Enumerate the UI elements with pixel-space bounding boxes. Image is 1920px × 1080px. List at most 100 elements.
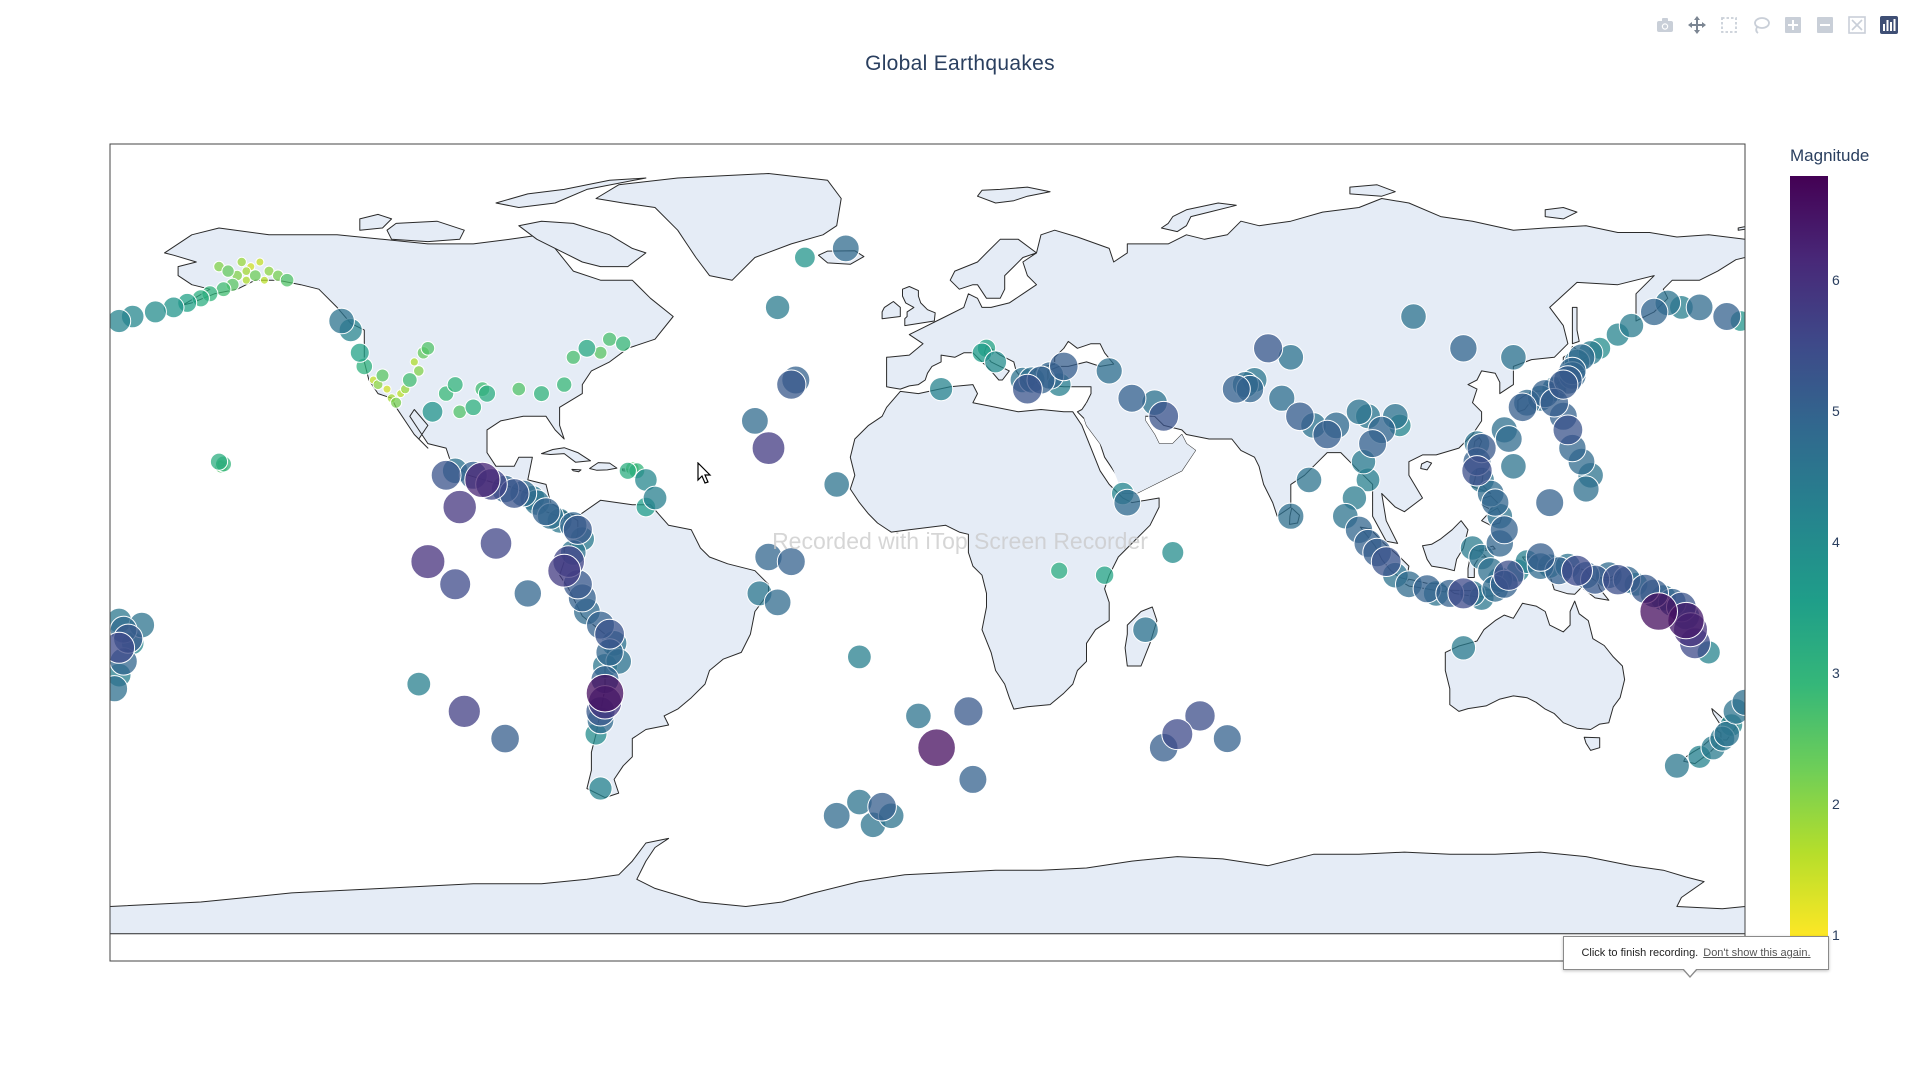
earthquake-marker[interactable] (447, 694, 481, 729)
earthquake-marker[interactable] (413, 365, 425, 377)
earthquake-marker[interactable] (764, 294, 791, 321)
earthquake-marker[interactable] (1295, 466, 1323, 494)
earthquake-marker[interactable] (556, 376, 573, 393)
reset-view-icon[interactable] (1844, 12, 1870, 38)
earthquake-marker[interactable] (479, 527, 513, 560)
lasso-select-icon[interactable] (1748, 12, 1774, 38)
earthquake-marker[interactable] (1221, 374, 1251, 404)
earthquake-marker[interactable] (1572, 475, 1600, 503)
earthquake-marker[interactable] (349, 342, 370, 363)
earthquake-marker[interactable] (547, 553, 582, 588)
earthquake-marker[interactable] (1312, 419, 1342, 450)
earthquake-marker[interactable] (1370, 546, 1402, 577)
earthquake-marker[interactable] (1450, 635, 1477, 661)
earthquake-marker[interactable] (1712, 302, 1742, 331)
earthquake-marker[interactable] (905, 702, 932, 730)
camera-icon[interactable] (1652, 12, 1678, 38)
earthquake-marker[interactable] (1602, 564, 1634, 596)
earthquake-marker[interactable] (929, 377, 954, 402)
earthquake-marker[interactable] (406, 671, 432, 697)
earthquake-marker[interactable] (221, 264, 235, 278)
zoom-out-icon[interactable] (1812, 12, 1838, 38)
earthquake-marker[interactable] (236, 256, 247, 268)
earthquake-marker[interactable] (1663, 752, 1690, 779)
earthquake-marker[interactable] (1094, 565, 1115, 585)
earthquake-marker[interactable] (1277, 502, 1305, 530)
earthquake-marker[interactable] (776, 547, 806, 577)
earthquake-marker[interactable] (763, 588, 792, 617)
earthquake-marker[interactable] (409, 357, 419, 367)
earthquake-marker[interactable] (1212, 724, 1242, 754)
earthquake-marker[interactable] (1117, 383, 1147, 413)
earthquake-marker[interactable] (430, 459, 462, 491)
earthquake-marker[interactable] (1685, 293, 1714, 322)
earthquake-marker[interactable] (328, 307, 355, 335)
earthquake-marker[interactable] (279, 272, 295, 288)
earthquake-marker[interactable] (1184, 700, 1216, 732)
earthquake-marker[interactable] (1285, 401, 1315, 432)
earthquake-marker[interactable] (741, 407, 769, 435)
earthquake-marker[interactable] (1449, 334, 1478, 363)
earthquake-marker[interactable] (594, 618, 625, 650)
earthquake-marker[interactable] (917, 728, 956, 768)
earthquake-marker[interactable] (108, 308, 132, 334)
earthquake-marker[interactable] (1268, 384, 1296, 412)
earthquake-marker[interactable] (104, 631, 136, 664)
earthquake-marker[interactable] (822, 801, 851, 830)
earthquake-marker[interactable] (1161, 541, 1185, 564)
earthquake-marker[interactable] (248, 269, 262, 283)
plotly-logo-icon[interactable] (1876, 12, 1902, 38)
earthquake-marker[interactable] (464, 461, 501, 498)
earthquake-marker[interactable] (1148, 400, 1180, 432)
earthquake-marker[interactable] (831, 234, 860, 263)
earthquake-marker[interactable] (442, 489, 477, 525)
earthquake-marker[interactable] (1713, 720, 1741, 748)
earthquake-marker[interactable] (1461, 455, 1493, 487)
earthquake-marker[interactable] (847, 644, 872, 670)
pan-icon[interactable] (1684, 12, 1710, 38)
earthquake-marker[interactable] (446, 376, 464, 394)
earthquake-marker[interactable] (565, 349, 581, 365)
earthquake-marker[interactable] (401, 372, 418, 388)
earthquake-marker[interactable] (615, 335, 632, 352)
earthquake-marker[interactable] (984, 350, 1008, 374)
earthquake-marker[interactable] (1489, 515, 1519, 545)
earthquake-marker[interactable] (602, 331, 618, 347)
earthquake-marker[interactable] (1253, 333, 1284, 364)
earthquake-marker[interactable] (867, 791, 897, 822)
earthquake-marker[interactable] (421, 400, 444, 423)
earthquake-marker[interactable] (1481, 488, 1510, 517)
earthquake-marker[interactable] (1561, 554, 1593, 587)
earthquake-marker[interactable] (1618, 312, 1645, 339)
earthquake-marker[interactable] (1012, 373, 1043, 405)
zoom-in-icon[interactable] (1780, 12, 1806, 38)
earthquake-marker[interactable] (1095, 357, 1123, 385)
recording-tooltip[interactable]: Click to finish recording. Don't show th… (1563, 936, 1829, 978)
earthquake-marker[interactable] (1731, 688, 1758, 716)
earthquake-marker[interactable] (382, 384, 392, 394)
earthquake-marker[interactable] (585, 673, 625, 713)
earthquake-marker[interactable] (209, 452, 229, 471)
earthquake-marker[interactable] (751, 431, 786, 466)
earthquake-marker[interactable] (1345, 398, 1373, 426)
earthquake-marker[interactable] (241, 275, 251, 285)
earthquake-marker[interactable] (1358, 429, 1388, 459)
earthquake-marker[interactable] (1132, 616, 1159, 644)
earthquake-marker[interactable] (531, 497, 561, 527)
earthquake-marker[interactable] (588, 776, 613, 801)
earthquake-marker[interactable] (511, 381, 527, 397)
earthquake-marker[interactable] (490, 723, 520, 754)
earthquake-marker[interactable] (1493, 559, 1525, 591)
earthquake-marker[interactable] (1552, 414, 1584, 446)
earthquake-marker[interactable] (410, 544, 446, 580)
earthquake-marker[interactable] (477, 384, 497, 403)
earthquake-marker[interactable] (533, 385, 550, 403)
earthquake-marker[interactable] (1113, 488, 1142, 517)
earthquake-marker[interactable] (1640, 297, 1669, 327)
earthquake-marker[interactable] (618, 461, 637, 480)
earthquake-marker[interactable] (1050, 561, 1069, 580)
earthquake-marker[interactable] (1161, 718, 1194, 751)
earthquake-marker[interactable] (1400, 303, 1427, 330)
earthquake-marker[interactable] (375, 368, 390, 383)
